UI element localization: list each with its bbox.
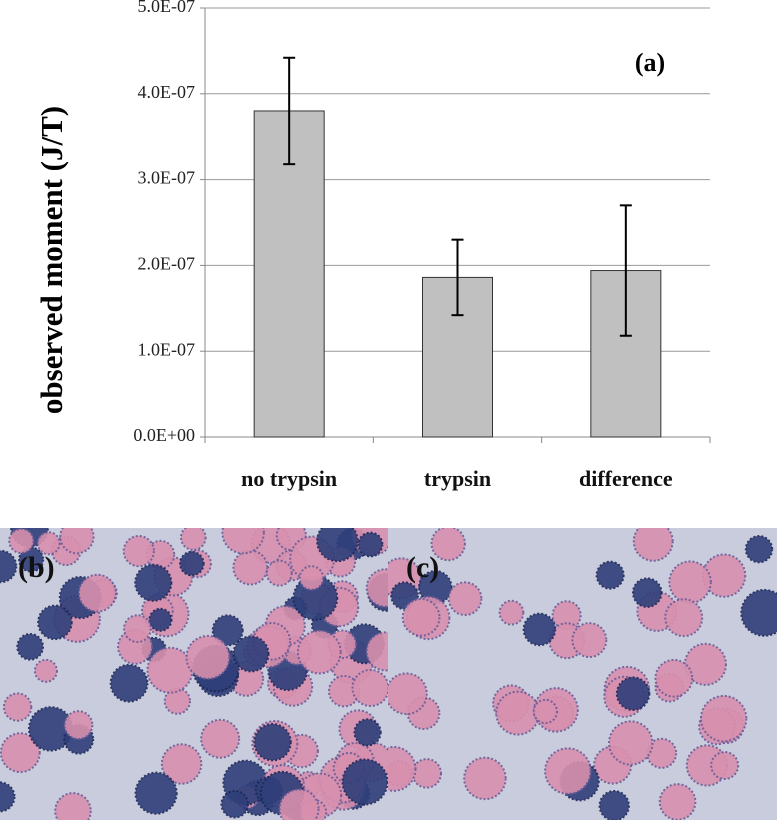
cell bbox=[353, 718, 382, 747]
cell bbox=[36, 531, 61, 556]
cell bbox=[658, 783, 697, 820]
bar bbox=[253, 110, 325, 438]
panel-label: (b) bbox=[18, 551, 55, 584]
cell bbox=[8, 528, 35, 555]
cell bbox=[16, 632, 45, 661]
cell bbox=[33, 658, 58, 683]
micrograph: (b) bbox=[0, 528, 388, 820]
cell bbox=[109, 663, 149, 703]
x-tick-label: trypsin bbox=[424, 466, 491, 491]
cell bbox=[351, 668, 388, 708]
y-tick-label: 3.0E-07 bbox=[138, 168, 196, 188]
cell bbox=[411, 758, 443, 789]
cell bbox=[388, 745, 417, 792]
cell bbox=[211, 614, 244, 647]
cell bbox=[495, 690, 541, 736]
cell bbox=[185, 634, 231, 680]
cell bbox=[77, 573, 117, 613]
cell bbox=[123, 614, 152, 644]
cell bbox=[365, 568, 388, 608]
cell bbox=[221, 528, 265, 555]
panel-label: (a) bbox=[635, 48, 665, 77]
cell bbox=[608, 720, 654, 766]
cell bbox=[278, 788, 320, 820]
y-tick-label: 4.0E-07 bbox=[138, 82, 196, 102]
y-axis-label: observed moment (J/T) bbox=[34, 106, 69, 414]
cell bbox=[296, 629, 342, 675]
cell bbox=[265, 559, 293, 587]
cell bbox=[595, 560, 625, 590]
cell bbox=[232, 635, 270, 673]
cell bbox=[200, 718, 241, 759]
cell bbox=[532, 698, 558, 725]
cell bbox=[37, 604, 73, 641]
cell bbox=[0, 781, 16, 813]
cell bbox=[522, 612, 557, 647]
cell bbox=[654, 658, 694, 698]
y-tick-label: 5.0E-07 bbox=[138, 0, 196, 16]
cell bbox=[0, 549, 18, 584]
cell bbox=[148, 607, 173, 632]
cell bbox=[664, 598, 704, 638]
cell bbox=[54, 792, 92, 820]
cell bbox=[134, 563, 173, 602]
cell bbox=[163, 687, 192, 715]
cell bbox=[2, 692, 33, 722]
cell bbox=[357, 531, 384, 558]
y-tick-label: 2.0E-07 bbox=[138, 254, 196, 274]
cell bbox=[134, 771, 178, 815]
x-tick-label: difference bbox=[579, 466, 673, 491]
cell bbox=[710, 751, 740, 781]
cell bbox=[160, 743, 203, 785]
cell bbox=[298, 565, 325, 591]
cell bbox=[699, 694, 748, 743]
cell bbox=[0, 732, 41, 774]
cell bbox=[179, 550, 205, 577]
micrograph: (c) bbox=[388, 528, 777, 820]
y-tick-label: 1.0E-07 bbox=[138, 339, 196, 359]
micrographs: (b) (c) bbox=[0, 528, 777, 820]
cell bbox=[220, 789, 250, 819]
cell bbox=[598, 790, 630, 820]
cell bbox=[463, 756, 507, 801]
cell bbox=[341, 758, 388, 806]
cell bbox=[447, 581, 483, 617]
cell bbox=[615, 676, 651, 711]
cell bbox=[388, 672, 428, 716]
x-tick-label: no trypsin bbox=[241, 466, 337, 491]
cell bbox=[544, 747, 592, 795]
cell bbox=[744, 535, 774, 564]
cell bbox=[668, 560, 712, 604]
cell bbox=[631, 577, 663, 608]
panel-label: (c) bbox=[406, 551, 439, 584]
cell bbox=[179, 528, 207, 551]
y-tick-label: 0.0E+00 bbox=[133, 425, 195, 445]
cell bbox=[571, 622, 608, 659]
cell bbox=[316, 528, 359, 563]
cell bbox=[59, 528, 95, 555]
cell bbox=[498, 599, 525, 626]
cell bbox=[253, 723, 292, 762]
cell bbox=[232, 549, 269, 586]
cell bbox=[365, 631, 388, 672]
cell bbox=[63, 710, 94, 740]
cell bbox=[632, 528, 674, 562]
cell bbox=[430, 528, 466, 562]
cell bbox=[401, 597, 441, 637]
cell bbox=[122, 535, 155, 568]
cell bbox=[740, 588, 777, 637]
